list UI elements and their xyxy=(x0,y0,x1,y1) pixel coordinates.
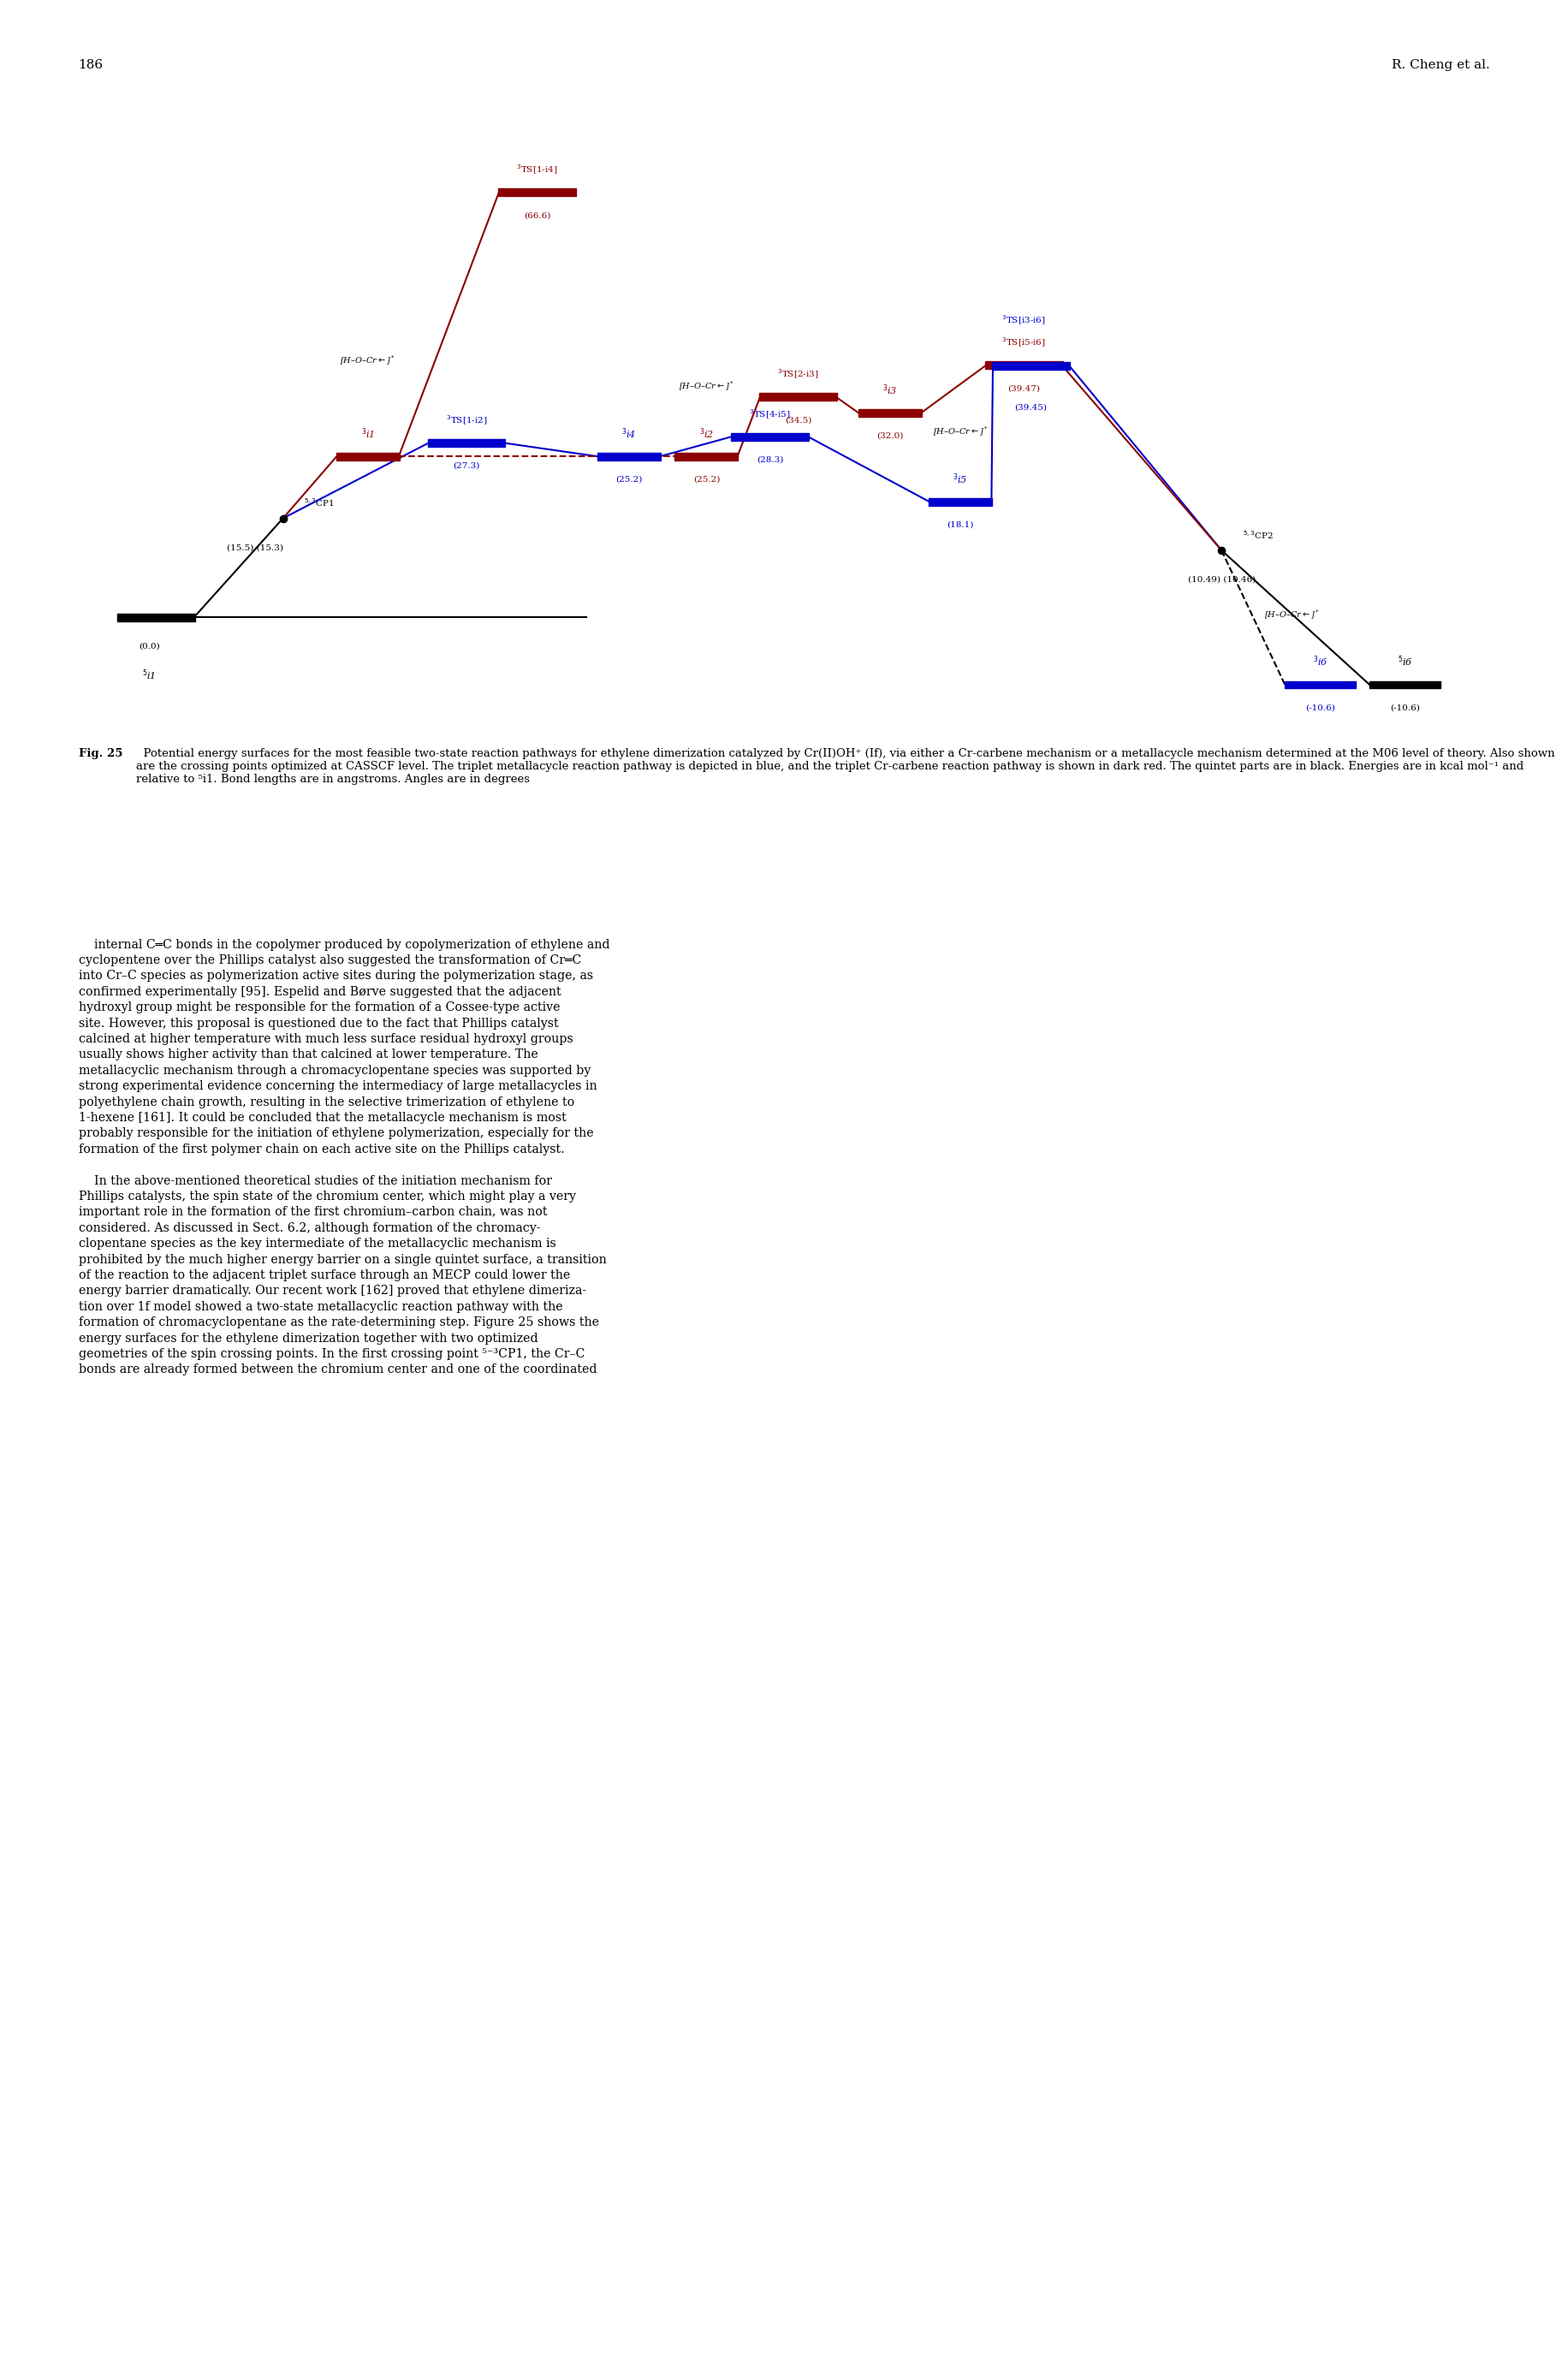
Text: $^3$TS[1-i2]: $^3$TS[1-i2] xyxy=(445,413,488,428)
Text: $^3$i3: $^3$i3 xyxy=(883,383,897,397)
Bar xyxy=(118,613,194,620)
Bar xyxy=(428,440,505,447)
Text: (32.0): (32.0) xyxy=(877,432,903,440)
Text: (25.2): (25.2) xyxy=(615,475,643,482)
Text: $^3$i5: $^3$i5 xyxy=(953,470,967,485)
Text: $^{5,3}$CP1: $^{5,3}$CP1 xyxy=(304,497,334,508)
Text: (25.2): (25.2) xyxy=(693,475,720,482)
Text: [H–O–Cr$\leftarrow$]$^*$: [H–O–Cr$\leftarrow$]$^*$ xyxy=(933,425,988,437)
Bar xyxy=(928,499,993,506)
Bar xyxy=(336,451,400,461)
Bar xyxy=(858,409,922,416)
Bar xyxy=(597,451,660,461)
Bar xyxy=(674,451,739,461)
Text: (-10.6): (-10.6) xyxy=(1389,703,1421,710)
Text: $^{5,3}$CP2: $^{5,3}$CP2 xyxy=(1242,530,1273,542)
Text: [H–O–Cr$\leftarrow$]$^*$: [H–O–Cr$\leftarrow$]$^*$ xyxy=(679,380,734,392)
Text: (-10.6): (-10.6) xyxy=(1305,703,1336,710)
Text: $^5$i1: $^5$i1 xyxy=(143,668,155,682)
Text: (18.1): (18.1) xyxy=(947,520,974,527)
Bar xyxy=(759,394,837,402)
Text: $^5$i6: $^5$i6 xyxy=(1397,653,1413,668)
Text: (10.49) (10.46): (10.49) (10.46) xyxy=(1187,575,1256,584)
Text: $^3$i6: $^3$i6 xyxy=(1312,653,1328,668)
Text: Fig. 25: Fig. 25 xyxy=(78,748,122,760)
Text: [H–O–Cr$\leftarrow$]$^*$: [H–O–Cr$\leftarrow$]$^*$ xyxy=(340,354,395,368)
Bar xyxy=(993,361,1069,368)
Bar xyxy=(499,188,575,197)
Text: (0.0): (0.0) xyxy=(138,642,160,651)
Text: R. Cheng et al.: R. Cheng et al. xyxy=(1391,59,1490,71)
Bar xyxy=(1370,682,1439,689)
Text: (66.6): (66.6) xyxy=(524,211,550,219)
Text: $^3$i1: $^3$i1 xyxy=(361,425,375,440)
Text: Potential energy surfaces for the most feasible two-state reaction pathways for : Potential energy surfaces for the most f… xyxy=(136,748,1555,784)
Bar xyxy=(1286,682,1355,689)
Text: 186: 186 xyxy=(78,59,103,71)
Text: $^3$TS[1-i4]: $^3$TS[1-i4] xyxy=(516,164,558,176)
Text: $^3$TS[i5-i6]: $^3$TS[i5-i6] xyxy=(1002,337,1046,349)
Text: (15.5) (15.3): (15.5) (15.3) xyxy=(226,544,284,551)
Bar xyxy=(985,361,1063,368)
Text: (39.47): (39.47) xyxy=(1008,385,1040,392)
Text: $^3$TS[i3-i6]: $^3$TS[i3-i6] xyxy=(1002,314,1046,328)
Text: $^3$i4: $^3$i4 xyxy=(621,425,637,440)
Text: (27.3): (27.3) xyxy=(453,463,480,470)
Text: internal C═C bonds in the copolymer produced by copolymerization of ethylene and: internal C═C bonds in the copolymer prod… xyxy=(78,939,610,1376)
Text: $^3$TS[2-i3]: $^3$TS[2-i3] xyxy=(778,368,818,380)
Text: [H–O–Cr$\leftarrow$]$^*$: [H–O–Cr$\leftarrow$]$^*$ xyxy=(1264,608,1320,620)
Text: $^3$TS[4-i5]: $^3$TS[4-i5] xyxy=(750,409,790,421)
Text: (39.45): (39.45) xyxy=(1014,404,1047,411)
Bar xyxy=(731,432,809,440)
Text: $^3$i2: $^3$i2 xyxy=(699,425,713,440)
Text: (34.5): (34.5) xyxy=(784,416,812,423)
Text: (28.3): (28.3) xyxy=(756,456,784,463)
